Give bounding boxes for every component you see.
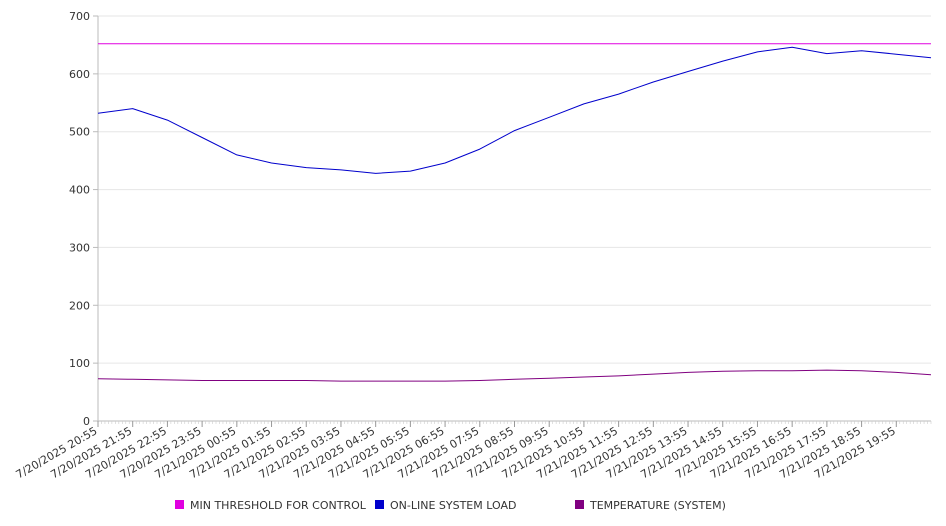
y-tick-label: 500 (69, 126, 90, 139)
y-tick-label: 100 (69, 357, 90, 370)
series-line-temperature (97, 369, 932, 382)
plot-area (97, 43, 932, 382)
legend-label-system-load: ON-LINE SYSTEM LOAD (390, 499, 516, 512)
legend: MIN THRESHOLD FOR CONTROL ON-LINE SYSTEM… (175, 499, 726, 512)
legend-label-min-threshold: MIN THRESHOLD FOR CONTROL (190, 499, 367, 512)
y-tick-label: 600 (69, 68, 90, 81)
series-line-system-load (97, 46, 932, 174)
x-axis: 7/20/2025 20:557/20/2025 21:557/20/2025 … (14, 420, 932, 481)
y-tick-label: 700 (69, 10, 90, 23)
y-axis: 0 100 200 300 400 500 600 700 (69, 10, 99, 428)
grid-lines (98, 15, 931, 422)
legend-label-temperature: TEMPERATURE (SYSTEM) (589, 499, 726, 512)
y-tick-label: 0 (83, 415, 90, 428)
legend-swatch-system-load (375, 500, 384, 509)
legend-swatch-min-threshold (175, 500, 184, 509)
legend-swatch-temperature (575, 500, 584, 509)
y-tick-label: 300 (69, 241, 90, 254)
y-tick-label: 200 (69, 299, 90, 312)
y-tick-label: 400 (69, 184, 90, 197)
